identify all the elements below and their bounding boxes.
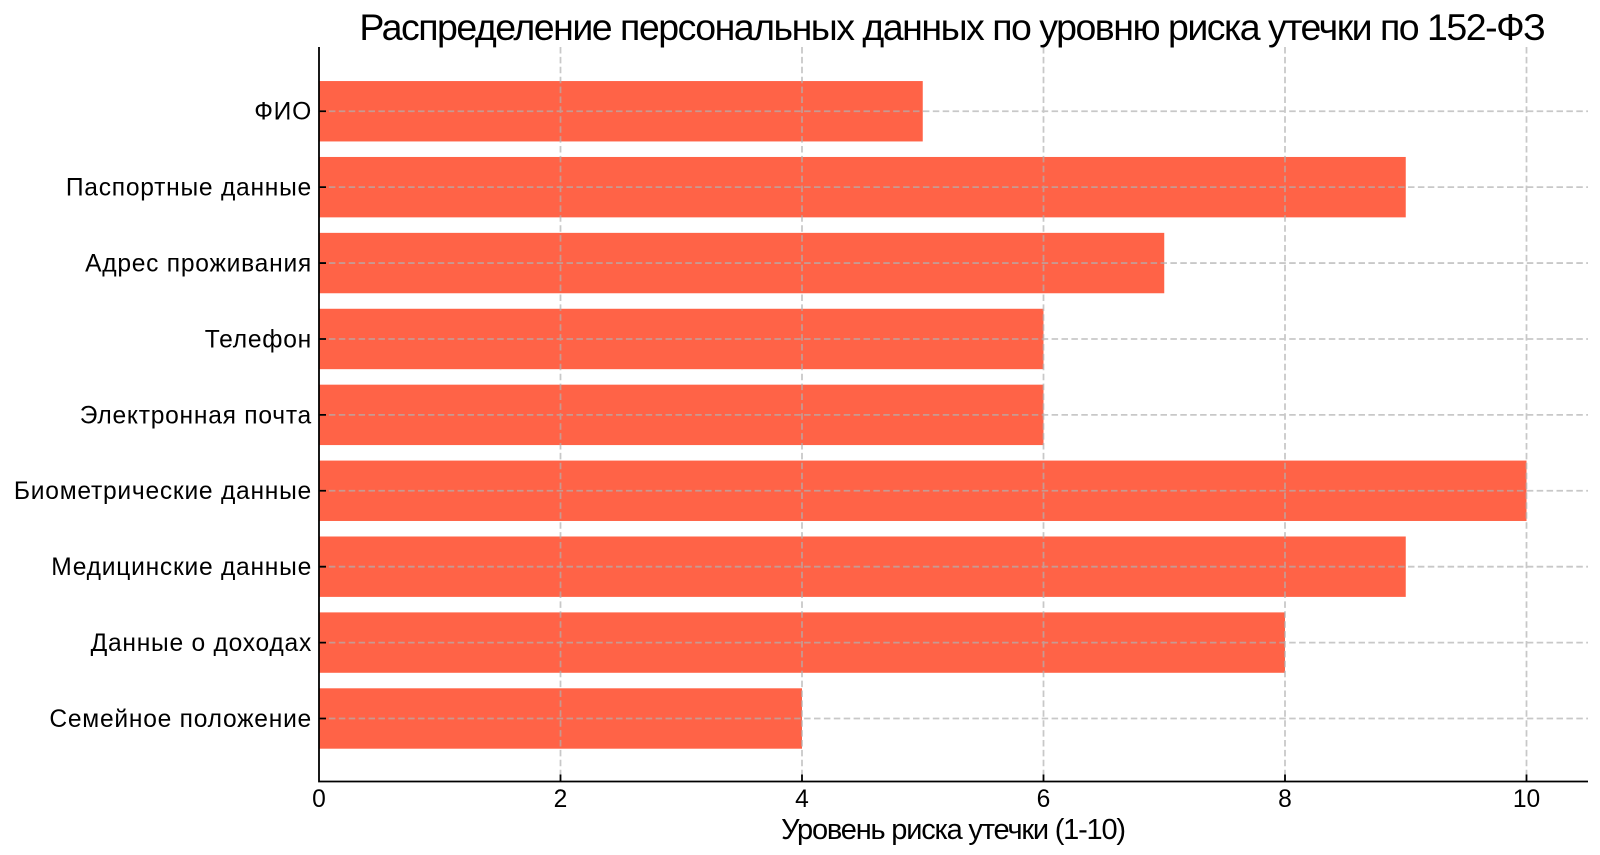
svg-text:4: 4	[795, 786, 809, 813]
svg-text:8: 8	[1278, 786, 1292, 813]
svg-text:Уровень риска утечки (1-10): Уровень риска утечки (1-10)	[781, 814, 1125, 846]
svg-text:Адрес проживания: Адрес проживания	[85, 251, 312, 278]
svg-text:Медицинские данные: Медицинские данные	[51, 554, 312, 581]
svg-text:10: 10	[1513, 786, 1540, 813]
svg-text:Паспортные данные: Паспортные данные	[66, 175, 312, 202]
svg-text:Телефон: Телефон	[205, 326, 312, 353]
svg-text:2: 2	[554, 786, 568, 813]
svg-text:Данные о доходах: Данные о доходах	[91, 630, 312, 657]
svg-text:Распределение персональных дан: Распределение персональных данных по уро…	[359, 6, 1544, 48]
svg-text:Биометрические данные: Биометрические данные	[14, 478, 312, 505]
svg-text:Семейное положение: Семейное положение	[49, 706, 312, 733]
svg-text:Электронная почта: Электронная почта	[80, 402, 312, 429]
svg-text:0: 0	[312, 786, 326, 813]
svg-text:6: 6	[1037, 786, 1051, 813]
svg-text:ФИО: ФИО	[254, 99, 312, 126]
